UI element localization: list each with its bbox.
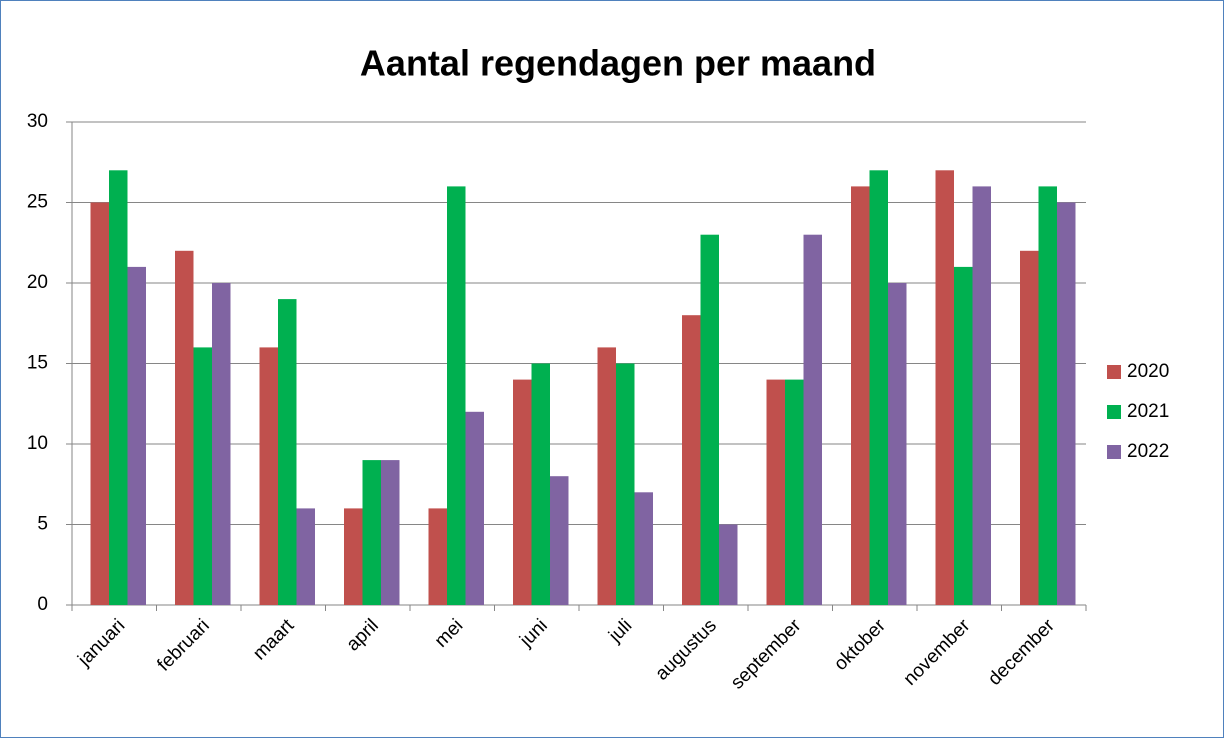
legend-label: 2022 xyxy=(1127,441,1169,462)
bar xyxy=(362,460,381,605)
bar xyxy=(550,476,569,605)
y-tick-label: 5 xyxy=(37,514,48,535)
bar xyxy=(127,266,146,605)
bar xyxy=(90,202,109,605)
bar xyxy=(851,186,870,605)
bar xyxy=(766,379,785,605)
y-tick-label: 0 xyxy=(37,594,48,615)
bar xyxy=(259,347,278,605)
bar xyxy=(1020,250,1039,606)
bar xyxy=(465,411,484,605)
bar xyxy=(719,524,738,605)
bar xyxy=(785,379,804,605)
bar xyxy=(597,347,616,605)
legend-swatch xyxy=(1107,405,1121,419)
y-tick-label: 25 xyxy=(27,192,48,213)
bar xyxy=(278,299,297,605)
bar xyxy=(954,266,973,605)
bar xyxy=(700,234,719,605)
bar xyxy=(935,170,954,606)
y-tick-label: 30 xyxy=(27,111,48,132)
bar xyxy=(682,315,701,605)
y-tick-label: 10 xyxy=(27,433,48,454)
bar xyxy=(616,363,635,605)
bar xyxy=(428,508,447,605)
bar xyxy=(869,170,888,606)
bar xyxy=(381,460,400,605)
y-tick-label: 20 xyxy=(27,272,48,293)
bar xyxy=(888,283,907,605)
chart-title: Aantal regendagen per maand xyxy=(360,43,876,84)
bar xyxy=(531,363,550,605)
bar xyxy=(296,508,315,605)
bar xyxy=(1057,202,1076,605)
bar xyxy=(803,234,822,605)
legend-label: 2020 xyxy=(1127,361,1169,382)
bar xyxy=(109,170,128,606)
legend-label: 2021 xyxy=(1127,401,1169,422)
legend-swatch xyxy=(1107,365,1121,379)
bar xyxy=(1038,186,1057,605)
y-tick-label: 15 xyxy=(27,353,48,374)
bar xyxy=(175,250,194,606)
bar xyxy=(193,347,212,605)
bar xyxy=(634,492,653,605)
bar xyxy=(447,186,466,605)
bar xyxy=(212,283,231,605)
legend-swatch xyxy=(1107,445,1121,459)
bar xyxy=(344,508,363,605)
bar xyxy=(972,186,991,605)
bar xyxy=(513,379,532,605)
